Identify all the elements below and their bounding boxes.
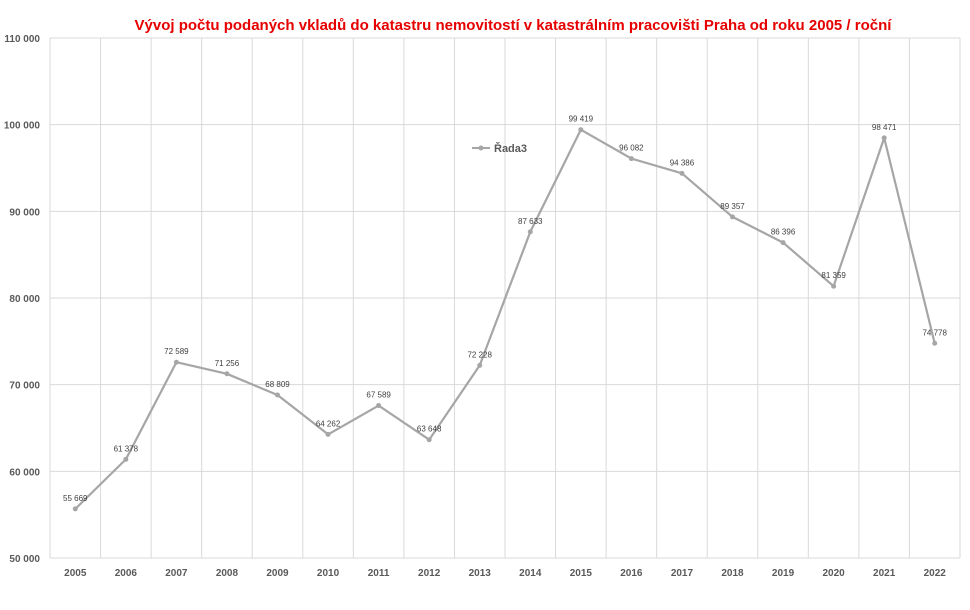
data-point	[224, 371, 230, 377]
x-tick-label: 2016	[620, 568, 643, 579]
x-tick-label: 2015	[570, 568, 593, 579]
data-point	[527, 229, 533, 235]
x-tick-label: 2011	[368, 568, 390, 579]
data-point	[831, 283, 837, 289]
x-tick-label: 2017	[671, 568, 694, 579]
data-point	[173, 359, 179, 365]
y-tick-label: 60 000	[9, 467, 40, 478]
series-layer: 55 669 61 378 72 589 71 256 68 809 64 262 67 5…	[63, 115, 948, 512]
y-tick-label: 70 000	[9, 381, 40, 392]
data-label: 86 396	[771, 228, 796, 237]
data-label: 99 419	[569, 115, 594, 124]
data-point	[628, 156, 634, 162]
y-tick-label: 110 000	[4, 34, 40, 45]
x-tick-label: 2005	[64, 568, 87, 579]
data-label: 71 256	[215, 359, 240, 368]
chart-title: Vývoj počtu podaných vkladů do katastru …	[135, 17, 893, 34]
data-point	[477, 362, 483, 368]
x-tick-label: 2020	[822, 568, 845, 579]
x-tick-label: 2014	[519, 568, 542, 579]
y-tick-label: 80 000	[9, 294, 40, 305]
legend-label: Řada3	[494, 142, 527, 155]
data-point	[932, 340, 938, 346]
data-label: 55 669	[63, 494, 88, 503]
data-point	[780, 240, 786, 246]
data-point	[679, 170, 685, 176]
x-axis-ticks: 2005 2006 2007 2008 2009 2010 2011 2012 2013 2014…	[64, 568, 946, 579]
x-tick-label: 2013	[469, 568, 492, 579]
legend-marker	[478, 145, 484, 151]
data-point	[275, 392, 280, 398]
y-tick-label: 50 000	[9, 554, 40, 565]
data-point	[72, 506, 78, 512]
data-label: 63 648	[417, 425, 442, 434]
y-axis-ticks: 50 000 60 000 70 000 80 000 90 000 100 000 110…	[4, 34, 41, 565]
data-point	[881, 135, 887, 141]
data-label: 98 471	[872, 123, 897, 132]
data-label: 89 357	[720, 202, 745, 211]
x-tick-label: 2022	[924, 568, 947, 579]
data-point	[578, 127, 584, 133]
x-tick-label: 2018	[721, 568, 744, 579]
y-tick-label: 90 000	[9, 207, 40, 218]
data-label: 67 589	[366, 391, 391, 400]
x-tick-label: 2006	[115, 568, 138, 579]
data-label: 87 633	[518, 217, 543, 226]
legend: Řada3	[472, 142, 527, 155]
data-label: 81 359	[821, 271, 846, 280]
x-tick-label: 2007	[165, 568, 188, 579]
gridlines	[49, 37, 961, 559]
data-label: 94 386	[670, 158, 695, 167]
data-label: 72 589	[164, 347, 189, 356]
data-point	[426, 437, 432, 443]
data-point	[123, 456, 129, 462]
x-tick-label: 2009	[266, 568, 289, 579]
x-tick-label: 2021	[873, 568, 896, 579]
data-label: 68 809	[265, 380, 290, 389]
data-point	[730, 214, 735, 220]
series-line	[74, 128, 936, 510]
data-point	[325, 431, 331, 437]
x-tick-label: 2012	[418, 568, 441, 579]
data-label: 74 778	[922, 328, 947, 337]
data-label: 61 378	[114, 444, 139, 453]
x-tick-label: 2008	[216, 568, 239, 579]
x-tick-label: 2019	[772, 568, 795, 579]
y-tick-label: 100 000	[4, 121, 41, 132]
data-label: 64 262	[316, 419, 341, 428]
data-label: 72 228	[467, 350, 492, 359]
data-label: 96 082	[619, 144, 644, 153]
x-tick-label: 2010	[317, 568, 340, 579]
data-point	[376, 403, 382, 409]
